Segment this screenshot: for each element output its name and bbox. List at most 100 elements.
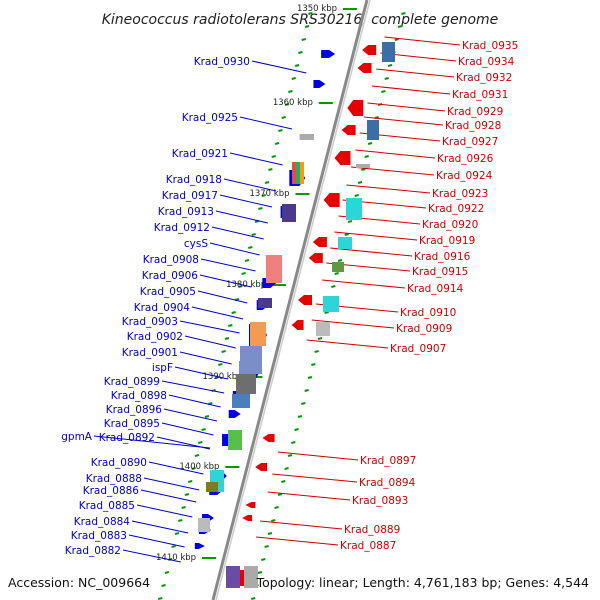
leader-line-left [136,504,193,518]
gene-label-left: Krad_0898 [111,390,167,402]
leader-line-left [131,520,189,534]
domain-block [296,162,300,184]
leader-line-left [93,435,211,449]
domain-block [250,322,266,346]
kbp-label: 1390 kbp [202,372,242,382]
tick-dash [364,155,369,158]
gene-label-right: Krad_0928 [445,120,501,132]
tick-dash [394,38,399,41]
tick-dash [198,441,203,444]
leader-line-right [277,451,359,461]
tick-dash [271,519,276,522]
domain-block [346,198,362,220]
gene-label-right: Krad_0915 [412,266,468,278]
tick-dash [294,64,300,67]
leader-line-left [179,320,240,334]
gene-label-left: Krad_0904 [134,302,191,314]
tick-dash [271,155,276,158]
tick-dash [384,77,389,80]
gene-label-left: Krad_0886 [83,485,140,497]
tick-dash [178,519,183,522]
tick-dash [288,90,293,93]
forward-gene-arrow [194,543,205,549]
reverse-gene-arrow [362,45,377,55]
leader-line-right [351,166,435,176]
reverse-gene-arrow [297,295,312,305]
reverse-gene-arrow [308,253,323,263]
tick-dash [250,597,256,600]
gene-label-right: Krad_0926 [437,153,494,165]
leader-line-right [363,116,444,126]
tick-dash [264,181,270,184]
tick-dash [337,259,343,262]
leader-line-left [179,351,232,365]
label-leader-lines [93,36,461,563]
leader-line-left [191,306,244,320]
tick-dash [278,129,283,132]
tick-dash [231,311,236,314]
domain-block [282,204,296,222]
kbp-label: 1360 kbp [273,98,313,108]
reverse-gene-arrow [347,100,364,116]
domain-block [316,322,330,336]
gene-label-left: Krad_0882 [65,545,121,557]
kbp-label: 1370 kbp [249,189,289,199]
tick-dash [184,493,190,496]
leader-line-right [311,319,395,329]
tick-dash [397,25,403,28]
reverse-gene-arrow [245,502,256,508]
leader-line-right [384,36,461,46]
tick-dash [221,350,226,353]
gene-label-right: Krad_0887 [340,540,396,552]
tick-dash [261,558,266,561]
reverse-gene-labels: Krad_0935 Krad_0934 Krad_0932 Krad_0931 Krad… [340,40,518,552]
tick-dash [301,38,306,41]
domain-block [300,162,304,184]
gene-label-left: cysS [184,238,208,250]
leader-line-right [330,247,413,257]
leader-line-left [163,408,218,422]
gene-label-left: Krad_0930 [194,56,250,68]
forward-gene-labels: Krad_0930 Krad_0925 Krad_0921 Krad_0918 Krad… [61,56,250,557]
gene-label-left: Krad_0902 [127,331,183,343]
tick-dash [164,571,170,574]
gene-label-right: Krad_0907 [390,343,446,355]
gene-label-left: ispF [152,362,173,374]
gene-label-right: Krad_0910 [400,307,456,319]
gene-label-right: Krad_0931 [452,89,508,101]
gene-label-right: Krad_0923 [432,188,488,200]
leader-line-right [355,149,436,159]
domain-block [206,482,218,492]
tick-dash [157,597,163,600]
domain-block [244,566,258,588]
tick-dash [281,480,286,483]
gene-label-right: Krad_0919 [419,235,475,247]
gene-label-left: Krad_0895 [104,418,160,430]
leader-line-left [156,436,210,450]
domain-block [198,518,210,532]
tick-dash [188,480,193,483]
tick-dash [314,350,319,353]
tick-dash [387,64,393,67]
leader-line-left [148,461,204,475]
domain-block [332,262,344,272]
leader-line-left [215,210,268,224]
tick-dash [171,545,176,548]
gene-label-left: Krad_0884 [74,516,131,528]
domain-block [228,430,242,450]
gene-label-left: Krad_0885 [79,500,135,512]
tick-dash [281,116,286,119]
gene-label-right: Krad_0924 [436,170,493,182]
leader-line-right [256,536,339,546]
tick-dash [347,220,353,223]
leader-line-left [197,290,248,304]
gene-label-left: Krad_0918 [166,174,222,186]
leader-line-right [260,520,343,530]
tick-dash [174,532,180,535]
gene-label-right: Krad_0889 [344,524,400,536]
forward-gene-arrow [228,410,241,418]
tick-dash [284,103,290,106]
tick-dash [291,77,296,80]
leader-line-left [239,116,293,130]
reverse-gene-arrow [357,63,372,73]
